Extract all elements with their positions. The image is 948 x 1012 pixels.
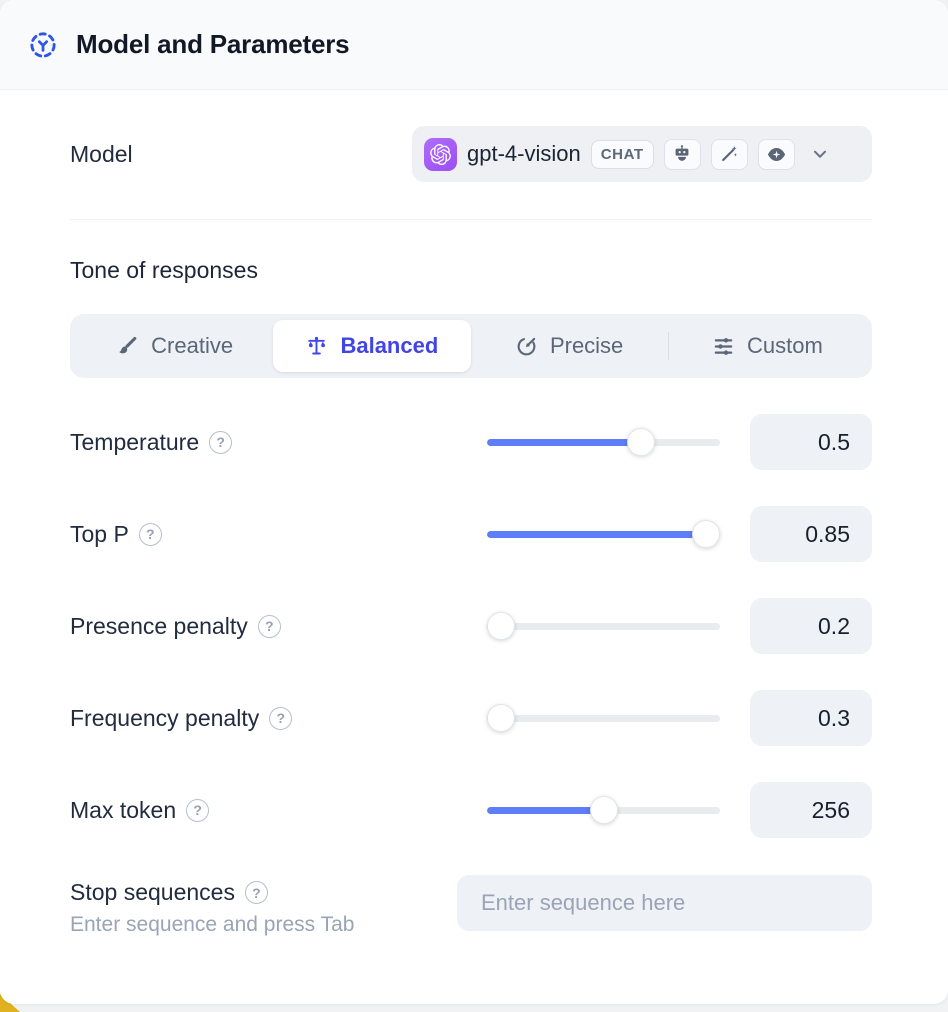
selected-model-name: gpt-4-vision <box>467 141 581 166</box>
temperature-value[interactable]: 0.5 <box>750 414 872 470</box>
top-p-value[interactable]: 0.85 <box>750 506 872 562</box>
slider-thumb[interactable] <box>626 428 655 456</box>
sliders-icon <box>714 337 733 355</box>
help-icon[interactable]: ? <box>244 881 268 904</box>
model-hub-icon <box>30 31 56 58</box>
temperature-row: Temperature ? 0.5 <box>70 414 872 470</box>
help-icon[interactable]: ? <box>209 430 233 454</box>
presence-penalty-slider[interactable] <box>487 612 720 640</box>
tone-section-title: Tone of responses <box>70 257 258 283</box>
model-row: Model gpt-4-vision CHAT <box>70 126 872 182</box>
max-token-label: Max token <box>70 796 177 823</box>
tone-option-custom[interactable]: Custom <box>669 320 866 372</box>
max-token-value[interactable]: 256 <box>750 782 872 838</box>
help-icon[interactable]: ? <box>138 522 162 546</box>
panel-title: Model and Parameters <box>76 29 350 59</box>
presence-penalty-value[interactable]: 0.2 <box>750 598 872 654</box>
slider-track[interactable] <box>487 714 720 722</box>
help-icon[interactable]: ? <box>257 614 281 638</box>
chevron-down-icon <box>813 150 826 158</box>
model-label: Model <box>70 140 133 167</box>
tone-option-creative[interactable]: Creative <box>76 320 273 372</box>
presence-penalty-row: Presence penalty ? 0.2 <box>70 598 872 654</box>
top-p-row: Top P ? 0.85 <box>70 506 872 562</box>
section-divider <box>70 219 872 220</box>
slider-track[interactable] <box>487 622 720 630</box>
help-icon[interactable]: ? <box>269 706 293 730</box>
slider-track[interactable] <box>487 438 720 446</box>
robot-icon <box>663 138 701 170</box>
presence-penalty-label: Presence penalty <box>70 612 248 639</box>
tone-option-label: Balanced <box>340 333 439 358</box>
stop-sequences-hint: Enter sequence and press Tab <box>70 913 355 936</box>
frequency-penalty-slider[interactable] <box>487 704 720 732</box>
target-icon <box>517 337 536 355</box>
stop-sequences-row: Stop sequences ? Enter sequence and pres… <box>70 875 872 937</box>
frequency-penalty-label: Frequency penalty <box>70 704 260 731</box>
model-select-dropdown[interactable]: gpt-4-vision CHAT <box>412 126 872 182</box>
top-p-slider[interactable] <box>487 520 720 548</box>
paintbrush-icon <box>119 336 137 353</box>
tone-option-balanced[interactable]: Balanced <box>273 320 471 372</box>
balance-scale-icon <box>308 336 326 355</box>
slider-thumb[interactable] <box>487 704 515 732</box>
tone-option-label: Creative <box>151 333 234 358</box>
slider-fill <box>487 438 641 446</box>
tone-option-precise[interactable]: Precise <box>471 320 668 372</box>
slider-thumb[interactable] <box>589 796 618 824</box>
temperature-slider[interactable] <box>487 428 720 456</box>
top-p-label: Top P <box>70 520 129 547</box>
slider-thumb[interactable] <box>487 612 515 640</box>
slider-track[interactable] <box>487 530 720 538</box>
tone-option-label: Custom <box>746 333 823 358</box>
openai-logo-icon <box>424 137 457 171</box>
temperature-label: Temperature <box>70 428 200 455</box>
tone-option-label: Precise <box>549 333 624 358</box>
slider-fill <box>487 530 713 538</box>
stop-sequences-label: Stop sequences <box>70 879 235 905</box>
help-icon[interactable]: ? <box>186 798 210 822</box>
max-token-row: Max token ? 256 <box>70 782 872 838</box>
tone-selector: Creative Balanced Pre <box>70 314 872 378</box>
segment-divider <box>667 332 669 360</box>
model-type-badge: CHAT <box>590 139 654 169</box>
slider-fill <box>487 806 604 814</box>
slider-thumb[interactable] <box>692 520 720 548</box>
frequency-penalty-value[interactable]: 0.3 <box>750 690 872 746</box>
panel-header: Model and Parameters <box>0 0 948 90</box>
stop-sequence-input[interactable] <box>457 875 872 931</box>
magic-wand-icon <box>710 138 748 170</box>
frequency-penalty-row: Frequency penalty ? 0.3 <box>70 690 872 746</box>
max-token-slider[interactable] <box>487 796 720 824</box>
eye-icon <box>757 138 795 170</box>
